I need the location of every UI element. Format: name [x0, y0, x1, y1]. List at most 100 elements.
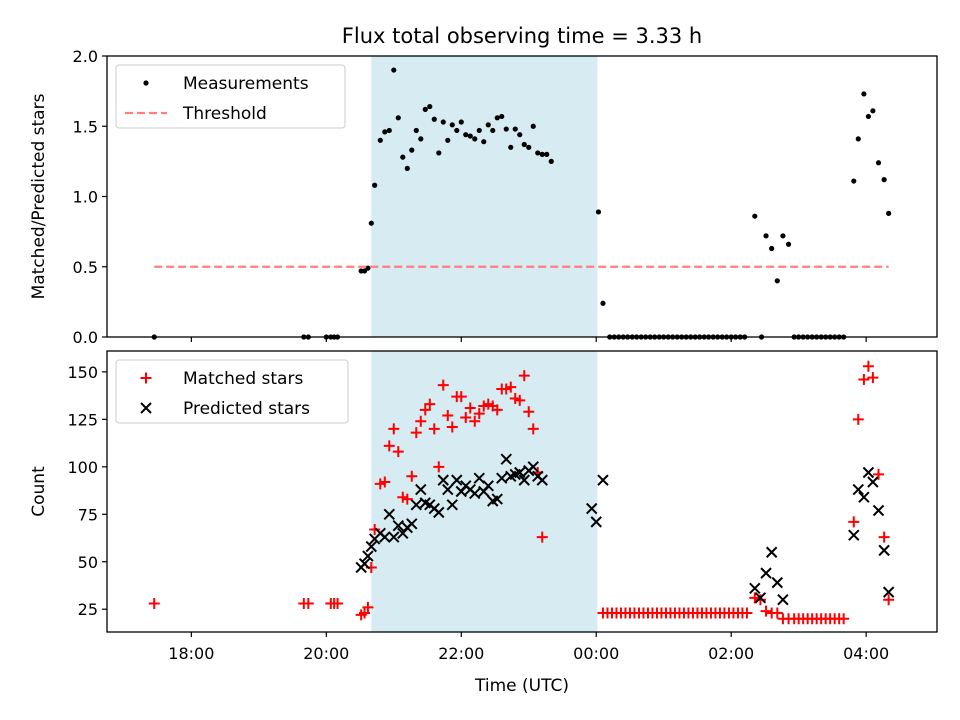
data-point	[523, 406, 535, 418]
data-point	[451, 474, 463, 486]
data-point	[383, 508, 395, 520]
series-predicted-stars	[355, 453, 895, 606]
data-point	[449, 122, 455, 128]
data-point	[391, 67, 397, 73]
data-point	[878, 544, 890, 557]
data-point	[463, 132, 469, 138]
data-point	[358, 557, 371, 570]
y-tick-label: 0.5	[73, 258, 98, 277]
data-point	[878, 531, 890, 543]
data-point	[518, 370, 530, 382]
legend-marker	[143, 80, 149, 86]
legend-box	[115, 359, 349, 424]
x-tick-label: 18:00	[168, 644, 214, 663]
data-point	[530, 123, 536, 129]
data-point	[369, 523, 381, 535]
y-tick-label: 1.0	[73, 188, 98, 207]
axes-frame	[106, 350, 938, 633]
legend-label: Threshold	[182, 104, 267, 124]
data-point	[302, 598, 314, 610]
panel-2	[102, 350, 938, 637]
data-point	[536, 531, 548, 543]
data-point	[499, 113, 505, 120]
data-point	[418, 136, 424, 142]
data-point	[472, 136, 478, 142]
data-point	[886, 210, 892, 216]
y-tick-label: 0.0	[73, 328, 98, 347]
legend-box	[115, 64, 346, 129]
data-point	[526, 144, 532, 150]
y-axis-label: Count	[29, 466, 49, 517]
y-axis-label: Matched/Predicted stars	[29, 93, 49, 299]
data-point	[521, 141, 527, 148]
data-point	[437, 379, 449, 391]
data-point	[749, 592, 761, 604]
data-point	[514, 466, 526, 479]
data-point	[388, 423, 400, 435]
data-point	[473, 408, 485, 420]
data-point	[460, 411, 472, 423]
data-point	[446, 421, 458, 433]
data-point	[851, 178, 857, 184]
data-point	[848, 516, 860, 528]
data-point	[518, 474, 530, 486]
data-point	[494, 115, 500, 121]
data-point	[422, 106, 428, 112]
data-point	[752, 213, 758, 219]
data-point	[368, 220, 374, 226]
data-point	[763, 233, 769, 239]
data-point	[359, 607, 371, 619]
data-point	[437, 474, 449, 486]
data-point	[469, 487, 481, 500]
data-point	[446, 499, 458, 511]
data-point	[496, 472, 508, 484]
data-point	[365, 265, 371, 271]
data-point	[445, 137, 451, 143]
y-tick-label: 125	[67, 410, 98, 429]
data-point	[458, 119, 464, 125]
data-point	[362, 601, 374, 613]
data-point	[382, 129, 388, 135]
data-point	[862, 360, 874, 372]
data-point	[838, 613, 850, 625]
data-point	[535, 150, 541, 156]
series-measurements	[151, 67, 892, 340]
data-point	[442, 483, 454, 496]
data-point	[514, 394, 526, 406]
data-point	[785, 241, 792, 247]
data-point	[741, 607, 753, 619]
data-point	[774, 278, 780, 284]
data-point	[454, 127, 460, 134]
data-point	[332, 598, 344, 610]
data-point	[597, 474, 609, 486]
data-point	[852, 483, 864, 496]
legend-marker	[140, 372, 152, 384]
data-point	[862, 466, 875, 479]
data-point	[409, 147, 415, 153]
data-point	[754, 594, 766, 606]
data-point	[765, 546, 778, 558]
data-point	[490, 127, 496, 134]
data-point	[586, 502, 598, 515]
data-point	[548, 158, 554, 164]
data-point	[433, 506, 445, 519]
legend-label: Measurements	[183, 74, 309, 94]
data-point	[858, 491, 870, 503]
data-point	[749, 582, 761, 595]
data-point	[500, 453, 512, 465]
data-point	[527, 461, 539, 473]
legend-label: Predicted stars	[183, 399, 310, 419]
x-tick-label: 04:00	[843, 644, 889, 663]
data-point	[442, 410, 454, 422]
data-point	[867, 476, 879, 488]
chart-title: Flux total observing time = 3.33 h	[342, 24, 702, 48]
data-point	[482, 480, 494, 492]
data-point	[372, 182, 378, 188]
data-point	[379, 476, 391, 488]
data-point	[852, 413, 864, 425]
data-point	[433, 461, 445, 473]
data-point	[362, 550, 374, 562]
y-tick-label: 2.0	[73, 47, 98, 66]
legend-marker	[140, 402, 152, 414]
